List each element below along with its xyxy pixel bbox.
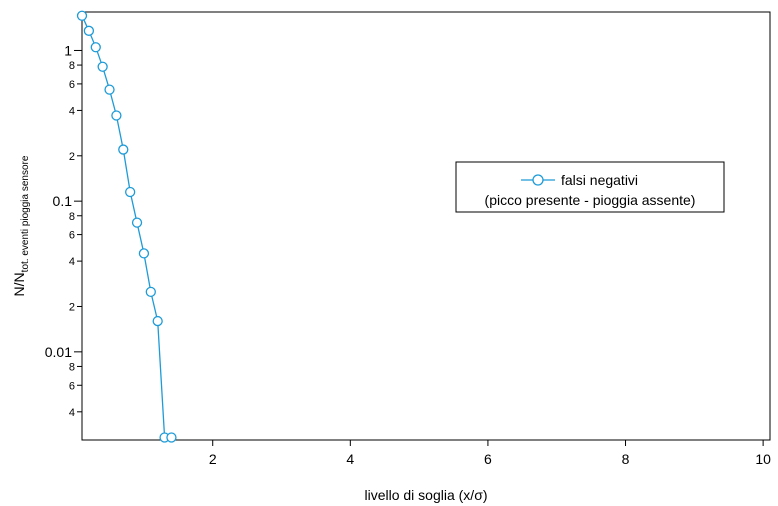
x-axis-ticks: 2 4 6 8 10 [209,440,771,467]
plot-area [81,11,771,441]
y-minor-tick-label: 8 [69,361,75,373]
y-minor-tick-label: 8 [69,60,75,72]
legend-label-line1: falsi negativi [561,172,638,188]
data-point [97,61,108,72]
legend-label-line2: (picco presente - pioggia assente) [485,192,696,208]
y-axis-title-main: N/N [11,272,27,296]
y-axis-title-subscript: tot. eventi pioggia sensore [20,155,31,272]
y-major-tick-label: 0.01 [45,344,72,360]
y-minor-tick-label: 4 [69,256,75,268]
y-minor-tick-label: 6 [69,79,75,91]
y-axis-title: N/Ntot. eventi pioggia sensore [11,155,31,296]
x-axis-title: livello di soglia (x/σ) [364,487,487,503]
series-layer [76,10,177,443]
x-tick-label: 4 [346,451,354,467]
y-minor-tick-label: 4 [69,105,75,117]
data-point [166,432,177,443]
x-tick-label: 6 [484,451,492,467]
legend: falsi negativi (picco presente - pioggia… [455,161,725,213]
x-tick-label: 10 [755,451,771,467]
y-minor-tick-label: 2 [69,151,75,163]
data-point [152,315,163,327]
data-point [118,144,129,155]
data-point [138,248,150,259]
data-point [104,84,115,95]
data-point [131,217,143,228]
x-tick-label: 8 [622,451,630,467]
y-minor-tick-label: 6 [69,380,75,392]
y-minor-tick-label: 8 [69,211,75,223]
legend-box [455,161,725,213]
data-point [125,186,136,198]
y-major-tick-label: 0.1 [53,193,73,209]
data-point [90,42,101,53]
y-minor-tick-label: 6 [69,230,75,242]
data-point [111,110,122,121]
data-point [76,10,88,21]
y-major-tick-label: 1 [64,42,72,58]
y-minor-tick-label: 2 [69,301,75,313]
data-point [145,286,156,298]
y-minor-tick-label: 4 [69,407,75,419]
x-tick-label: 2 [209,451,217,467]
data-point [83,25,95,36]
legend-marker-swatch [532,174,544,186]
